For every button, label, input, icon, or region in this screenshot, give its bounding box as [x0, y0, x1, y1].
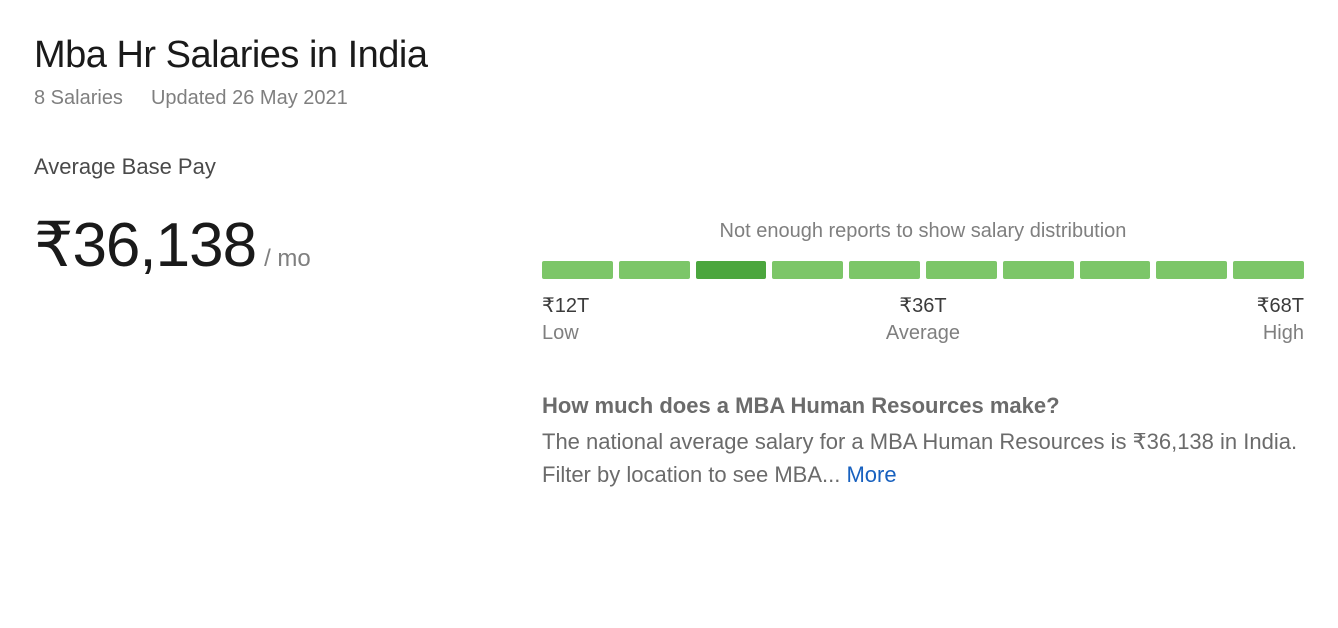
- columns: Average Base Pay ₹36,138 / mo Not enough…: [34, 154, 1304, 491]
- range-low: ₹12T Low: [542, 293, 589, 345]
- description-body: The national average salary for a MBA Hu…: [542, 425, 1304, 491]
- range-average-label: Average: [886, 322, 960, 345]
- range-high-value: ₹68T: [1257, 293, 1304, 318]
- average-amount-row: ₹36,138 / mo: [34, 208, 494, 281]
- distribution-bar: [926, 261, 997, 279]
- right-column: Not enough reports to show salary distri…: [542, 154, 1304, 491]
- range-high: ₹68T High: [1257, 293, 1304, 345]
- salary-container: Mba Hr Salaries in India 8 Salaries Upda…: [34, 34, 1304, 491]
- range-low-label: Low: [542, 322, 589, 345]
- distribution-bar: [619, 261, 690, 279]
- description-text: The national average salary for a MBA Hu…: [542, 429, 1297, 487]
- distribution-bar: [696, 261, 767, 279]
- range-average: ₹36T Average: [886, 293, 960, 345]
- updated-date: Updated 26 May 2021: [151, 87, 348, 110]
- average-unit: / mo: [264, 245, 311, 273]
- meta-row: 8 Salaries Updated 26 May 2021: [34, 87, 1304, 110]
- average-base-pay-label: Average Base Pay: [34, 154, 494, 180]
- salary-count: 8 Salaries: [34, 87, 123, 110]
- average-amount: ₹36,138: [34, 208, 256, 281]
- more-link[interactable]: More: [846, 462, 896, 487]
- distribution-bar: [1080, 261, 1151, 279]
- distribution-bar: [542, 261, 613, 279]
- distribution-bar: [1156, 261, 1227, 279]
- range-row: ₹12T Low ₹36T Average ₹68T High: [542, 293, 1304, 345]
- description-title: How much does a MBA Human Resources make…: [542, 393, 1304, 419]
- distribution-bar: [772, 261, 843, 279]
- distribution-bar: [1233, 261, 1304, 279]
- distribution-message: Not enough reports to show salary distri…: [542, 220, 1304, 243]
- range-average-value: ₹36T: [886, 293, 960, 318]
- range-high-label: High: [1257, 322, 1304, 345]
- left-column: Average Base Pay ₹36,138 / mo: [34, 154, 494, 491]
- distribution-bar: [1003, 261, 1074, 279]
- distribution-bar: [849, 261, 920, 279]
- distribution-bars: [542, 261, 1304, 279]
- page-title: Mba Hr Salaries in India: [34, 34, 1304, 77]
- range-low-value: ₹12T: [542, 293, 589, 318]
